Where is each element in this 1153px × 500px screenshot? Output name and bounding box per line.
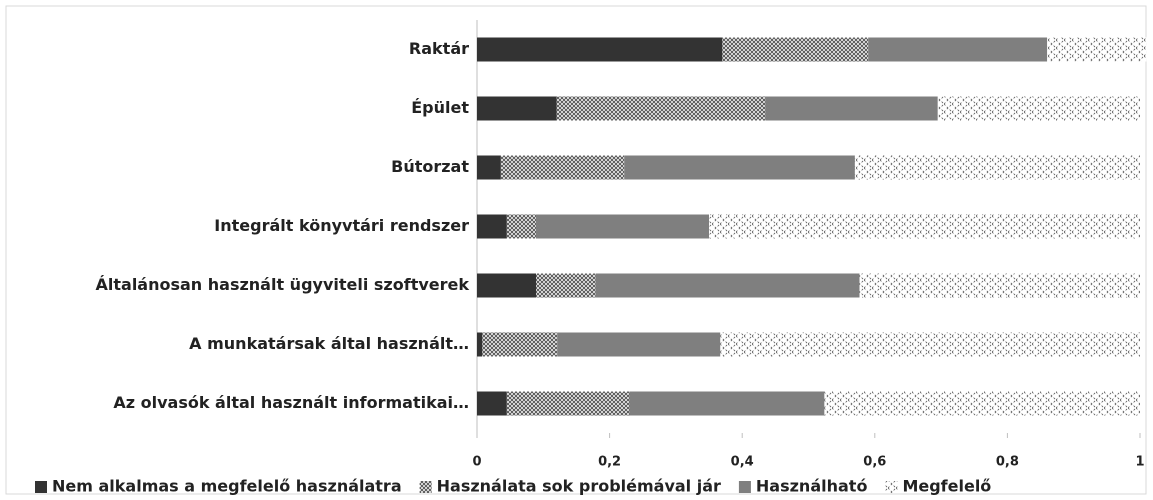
bar-segment [854,155,1140,180]
legend-label: Megfelelő [902,477,991,496]
x-tick-label: 0 [472,455,481,470]
bar-segment [506,214,537,239]
legend-label: Használható [756,477,868,496]
x-tick-label: 0,4 [731,455,754,470]
bar-segment [859,273,1140,298]
legend-label: Használata sok problémával jár [437,477,721,496]
legend-swatch [738,481,751,493]
bar-segment [868,37,1048,62]
bar-segment [477,391,507,416]
bar-segment [477,273,537,298]
y-tick-label: Raktár [409,39,469,58]
x-tick-label: 0,6 [863,455,886,470]
y-tick-label: Általánosan használt ügyviteli szoftvere… [96,275,470,294]
bar-segment [506,391,630,416]
bar-segment [722,37,869,62]
bar-segment [556,96,766,121]
bar-segment [557,332,721,357]
bar-segment [536,273,596,298]
bar-segment [482,332,558,357]
y-tick-label: Épület [411,98,469,117]
y-tick-label: Integrált könyvtári rendszer [214,216,469,235]
bar-segment [1047,37,1147,62]
bar-segment [595,273,860,298]
y-tick-label: Bútorzat [391,157,469,176]
legend-swatch [885,481,898,493]
bar-segment [500,155,625,180]
bar-segment [477,37,723,62]
bar-segment [629,391,825,416]
chart-frame [5,5,1147,495]
bar-segment [477,214,507,239]
bar-segment [765,96,938,121]
bar-segment [477,332,483,357]
bar-segment [624,155,855,180]
bar-segment [709,214,1140,239]
legend-swatch [419,481,432,493]
y-tick-label: Az olvasók által használt informatikai… [113,393,469,412]
legend-label: Nem alkalmas a megfelelő használatra [52,477,402,496]
bar-segment [937,96,1140,121]
bar-segment [536,214,710,239]
bar-segment [477,96,557,121]
bar-segment [824,391,1140,416]
legend-swatch [35,481,47,493]
y-tick-label: A munkatársak által használt… [189,334,469,353]
x-tick-label: 0,2 [598,455,621,470]
bar-segment [720,332,1140,357]
x-tick-label: 0,8 [996,455,1019,470]
x-tick-label: 1 [1135,455,1144,470]
bar-segment [477,155,501,180]
